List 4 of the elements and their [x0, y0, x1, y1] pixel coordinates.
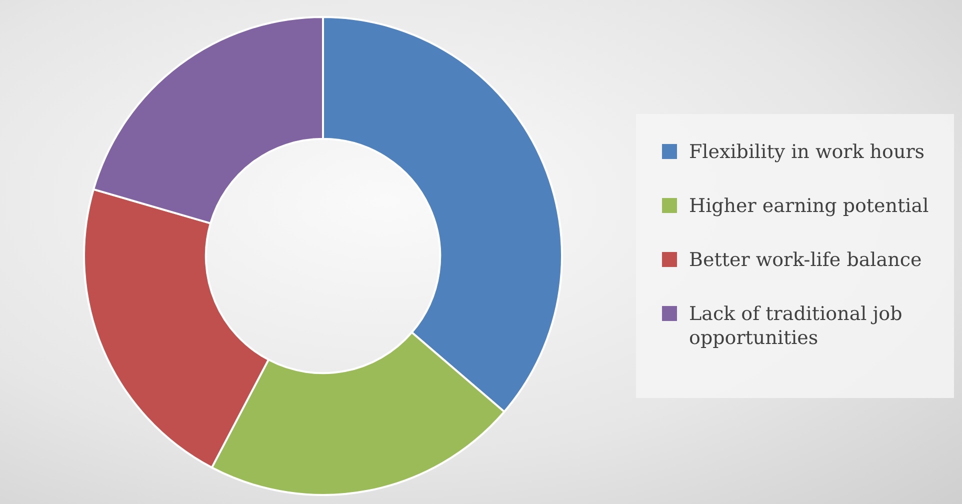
legend-label: Better work-life balance	[689, 248, 922, 272]
slice-label: Flexibility in work hours	[689, 140, 925, 164]
legend-label: Lack of traditional job opportunities	[689, 302, 904, 350]
legend-label: Higher earning potential	[689, 194, 929, 218]
